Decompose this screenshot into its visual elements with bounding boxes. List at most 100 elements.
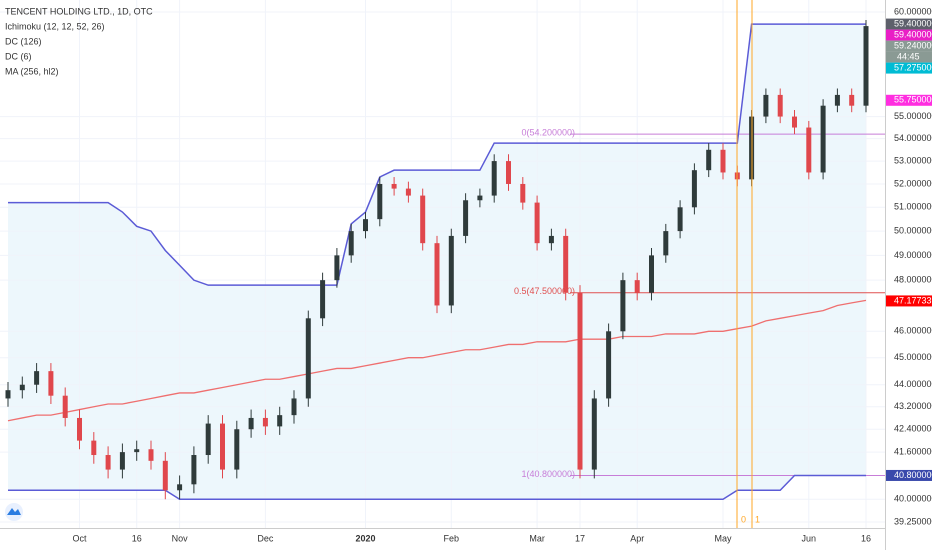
price-label-bg [886,94,932,106]
candle-body [463,200,469,236]
indicator-label: MA (256, hl2) [5,66,59,76]
candle-body [162,460,168,491]
candle-body [477,195,483,201]
y-tick-label: 43.200000 [894,401,932,411]
candle-body [77,417,82,441]
candle-body [391,183,397,189]
candle-body [777,94,783,117]
candle-body [649,255,654,293]
x-tick-label: Feb [444,533,460,543]
candle-body [305,318,311,399]
candle-body [448,235,454,306]
countdown: 44:45 [897,51,920,61]
candle-body [205,423,211,456]
indicator-label: DC (6) [5,51,32,61]
x-tick-label: Apr [630,533,644,543]
x-tick-label: May [714,533,732,543]
candle-body [405,188,411,196]
candle-body [177,484,183,491]
candle-body [563,235,569,293]
indicator-line [8,23,866,286]
candle-body [720,149,726,173]
candle-body [291,398,297,416]
indicator-line [7,299,867,422]
plot-area [0,0,885,528]
y-tick-label: 55.000000 [894,111,932,121]
fib-label: 1(40.800000) [521,469,575,479]
price-label-bg [886,62,932,74]
price-label-bg [886,29,932,41]
candle-body [134,449,140,453]
chart-title: TENCENT HOLDING LTD., 1D, OTC [5,6,153,16]
indicator-line [8,474,866,501]
candle-body [863,26,869,106]
candle-body [5,390,11,399]
candle-body [706,149,712,171]
y-tick-label: 45.000000 [894,352,932,362]
candle-body [591,398,597,470]
candle-body [62,395,68,418]
fib-time-label: 1 [755,514,760,524]
candle-body [119,452,125,470]
y-tick-label: 53.000000 [894,155,932,165]
fib-label: 0(54.200000) [521,128,575,138]
candle-body [491,161,497,196]
candle-body [520,183,526,203]
candle-body [534,202,540,244]
candle-body [19,384,25,391]
x-tick-label: Nov [172,533,189,543]
y-tick-label: 44.000000 [894,379,932,389]
price-label: 55.750000 [894,95,932,105]
x-tick-label: Mar [529,533,545,543]
candle-body [663,231,669,256]
price-label-bg [886,469,932,481]
y-tick-label: 49.000000 [894,250,932,260]
candle-body [248,417,254,430]
candle-body [577,292,583,470]
candle-body [434,243,440,306]
candle-body [806,127,812,173]
price-label: 40.800000 [894,470,932,480]
candle-body [48,371,54,396]
y-tick-label: 39.250000 [894,516,932,526]
x-tick-label: 2020 [355,533,375,543]
candle-body [691,170,697,208]
fib-time-label: 0 [741,514,746,524]
candle-body [34,371,40,385]
price-label: 59.240000 [894,40,932,50]
candle-body [105,455,111,470]
candle-body [420,195,426,244]
countdown-bg [886,51,932,63]
candle-body [849,94,855,106]
price-label-bg [886,18,932,30]
candle-body [220,423,225,470]
fib-label: 0.5(47.500000) [514,286,575,296]
price-label-bg [886,295,932,307]
x-tick-label: 16 [861,533,871,543]
candle-body [548,235,554,244]
candle-body [262,417,268,427]
candle-body [191,455,197,485]
candle-body [277,415,283,427]
indicator-label: DC (126) [5,36,42,46]
candle-body [377,183,383,220]
y-tick-label: 54.000000 [894,133,932,143]
price-label: 47.177339 [894,295,932,305]
candle-body [363,219,368,232]
candle-body [634,280,640,293]
y-tick-label: 51.000000 [894,202,932,212]
y-tick-label: 50.000000 [894,225,932,235]
y-tick-label: 48.000000 [894,275,932,285]
y-tick-label: 60.000000 [894,6,932,16]
x-tick-label: 17 [575,533,585,543]
candle-body [320,280,326,319]
y-tick-label: 40.000000 [894,494,932,504]
x-tick-label: Jun [802,533,817,543]
candle-body [606,331,612,399]
x-tick-label: Oct [72,533,87,543]
y-tick-label: 46.000000 [894,326,932,336]
candle-body [792,116,797,128]
price-label: 59.400000 [894,29,932,39]
indicator-label: Ichimoku (12, 12, 52, 26) [5,21,105,31]
